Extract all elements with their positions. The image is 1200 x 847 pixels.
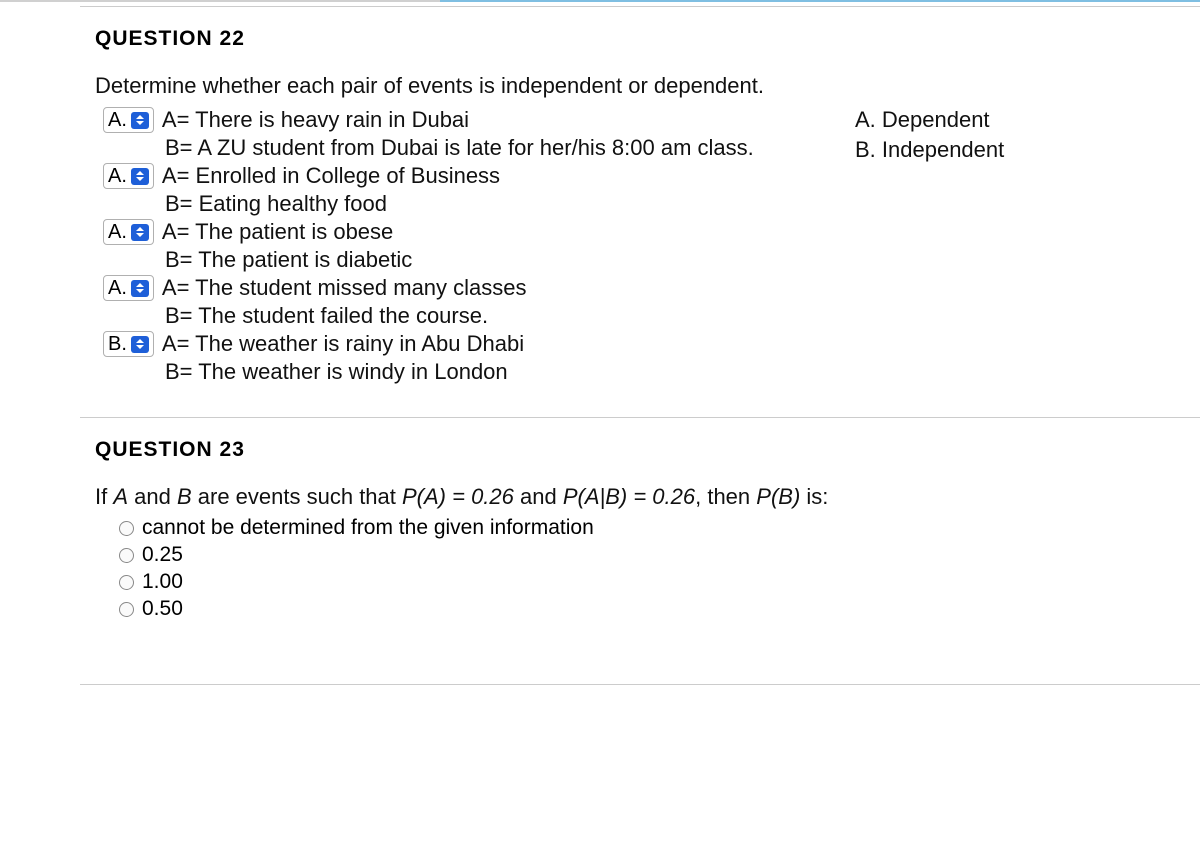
chevron-updown-icon [131, 168, 149, 185]
q22-item: A. A= The student missed many classes [103, 275, 815, 301]
q22-legend: A. Dependent B. Independent [855, 107, 1004, 167]
q23-stem-text: and [514, 484, 563, 509]
q22-event-b-row: B= The weather is windy in London [165, 359, 815, 385]
q22-selector-value: A. [108, 221, 127, 244]
question-22-block: QUESTION 22 Determine whether each pair … [0, 7, 1200, 417]
q23-stem-text: , then [695, 484, 756, 509]
q22-item: B. A= The weather is rainy in Abu Dhabi [103, 331, 815, 357]
question-23-title: QUESTION 23 [95, 438, 1105, 462]
chevron-updown-icon [131, 280, 149, 297]
q22-selector[interactable]: A. [103, 219, 154, 245]
q22-selector[interactable]: B. [103, 331, 154, 357]
exam-sheet: QUESTION 22 Determine whether each pair … [0, 0, 1200, 847]
q22-selector-value: A. [108, 109, 127, 132]
q22-selector[interactable]: A. [103, 107, 154, 133]
q22-item: A. A= Enrolled in College of Business [103, 163, 815, 189]
q23-stem-text: is: [800, 484, 828, 509]
radio-icon [119, 548, 134, 563]
q22-event-a: A= The student missed many classes [162, 275, 527, 301]
q23-option[interactable]: 0.50 [119, 597, 1105, 621]
legend-independent: B. Independent [855, 137, 1004, 163]
chevron-updown-icon [131, 336, 149, 353]
q22-event-b: B= The student failed the course. [165, 303, 488, 329]
legend-dependent: A. Dependent [855, 107, 1004, 133]
q23-option[interactable]: 0.25 [119, 543, 1105, 567]
q23-stem-text: and [128, 484, 177, 509]
q22-event-b: B= The weather is windy in London [165, 359, 508, 385]
radio-icon [119, 602, 134, 617]
chevron-updown-icon [131, 112, 149, 129]
q22-selector-value: A. [108, 165, 127, 188]
q22-event-a: A= Enrolled in College of Business [162, 163, 500, 189]
q23-stem-text: If [95, 484, 113, 509]
chevron-updown-icon [131, 224, 149, 241]
q23-var-a: A [113, 484, 128, 509]
radio-icon [119, 521, 134, 536]
q22-event-a: A= The weather is rainy in Abu Dhabi [162, 331, 524, 357]
top-decorative-strip [440, 0, 1200, 2]
q23-prob-b: P(B) [756, 484, 800, 509]
question-23-stem: If A and B are events such that P(A) = 0… [95, 484, 1105, 510]
q23-var-b: B [177, 484, 192, 509]
question-22-stem: Determine whether each pair of events is… [95, 73, 1105, 99]
q23-option-label: cannot be determined from the given info… [142, 516, 594, 540]
q22-selector-value: A. [108, 277, 127, 300]
q22-event-b-row: B= Eating healthy food [165, 191, 815, 217]
q23-stem-text: are events such that [192, 484, 402, 509]
question-22-title: QUESTION 22 [95, 27, 1105, 51]
bottom-divider [80, 684, 1200, 685]
q23-option[interactable]: cannot be determined from the given info… [119, 516, 1105, 540]
q22-event-b-row: B= A ZU student from Dubai is late for h… [165, 135, 815, 161]
q23-option-label: 0.25 [142, 543, 183, 567]
q22-selector[interactable]: A. [103, 275, 154, 301]
q22-event-b: B= A ZU student from Dubai is late for h… [165, 135, 754, 161]
q22-item: A. A= There is heavy rain in Dubai [103, 107, 815, 133]
q22-event-b-row: B= The student failed the course. [165, 303, 815, 329]
q22-event-b-row: B= The patient is diabetic [165, 247, 815, 273]
radio-icon [119, 575, 134, 590]
q22-selector[interactable]: A. [103, 163, 154, 189]
q22-item: A. A= The patient is obese [103, 219, 815, 245]
q23-option-label: 0.50 [142, 597, 183, 621]
q22-event-b: B= Eating healthy food [165, 191, 387, 217]
q23-prob-a: P(A) = 0.26 [402, 484, 514, 509]
q23-prob-agivenb: P(A|B) = 0.26 [563, 484, 695, 509]
q22-event-b: B= The patient is diabetic [165, 247, 412, 273]
q22-event-a: A= The patient is obese [162, 219, 393, 245]
q23-option-label: 1.00 [142, 570, 183, 594]
q23-options: cannot be determined from the given info… [119, 516, 1105, 621]
q22-event-a: A= There is heavy rain in Dubai [162, 107, 469, 133]
question-23-block: QUESTION 23 If A and B are events such t… [0, 418, 1200, 654]
q23-option[interactable]: 1.00 [119, 570, 1105, 594]
q22-selector-value: B. [108, 333, 127, 356]
